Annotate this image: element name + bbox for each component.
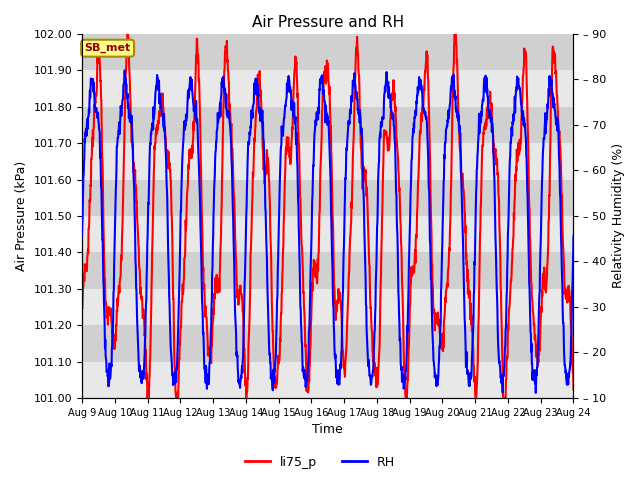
Bar xyxy=(82,252,573,289)
RH xyxy=(532,390,540,396)
li75_p xyxy=(570,386,577,392)
li75_p xyxy=(307,344,314,350)
Text: SB_met: SB_met xyxy=(84,43,131,53)
Bar xyxy=(82,361,573,398)
RH xyxy=(570,233,577,239)
Y-axis label: Relativity Humidity (%): Relativity Humidity (%) xyxy=(612,144,625,288)
Bar xyxy=(82,289,573,325)
li75_p xyxy=(116,276,124,282)
Y-axis label: Air Pressure (kPa): Air Pressure (kPa) xyxy=(15,161,28,271)
Bar xyxy=(82,180,573,216)
li75_p xyxy=(78,304,86,310)
Line: li75_p: li75_p xyxy=(82,34,573,398)
li75_p xyxy=(358,173,366,179)
Bar xyxy=(82,143,573,180)
li75_p xyxy=(287,150,295,156)
RH xyxy=(297,322,305,328)
Bar xyxy=(82,71,573,107)
li75_p xyxy=(144,395,152,401)
Line: RH: RH xyxy=(82,71,573,393)
Title: Air Pressure and RH: Air Pressure and RH xyxy=(252,15,404,30)
RH xyxy=(121,68,129,73)
RH xyxy=(306,301,314,307)
Bar xyxy=(82,325,573,361)
Bar xyxy=(82,34,573,71)
RH xyxy=(78,233,86,239)
li75_p xyxy=(136,291,144,297)
Legend: li75_p, RH: li75_p, RH xyxy=(240,451,400,474)
Bar xyxy=(82,216,573,252)
li75_p xyxy=(124,31,131,37)
RH xyxy=(358,133,366,139)
Bar xyxy=(82,107,573,143)
li75_p xyxy=(298,236,305,241)
RH xyxy=(136,374,144,380)
RH xyxy=(116,121,124,127)
RH xyxy=(287,88,294,94)
X-axis label: Time: Time xyxy=(312,423,343,436)
